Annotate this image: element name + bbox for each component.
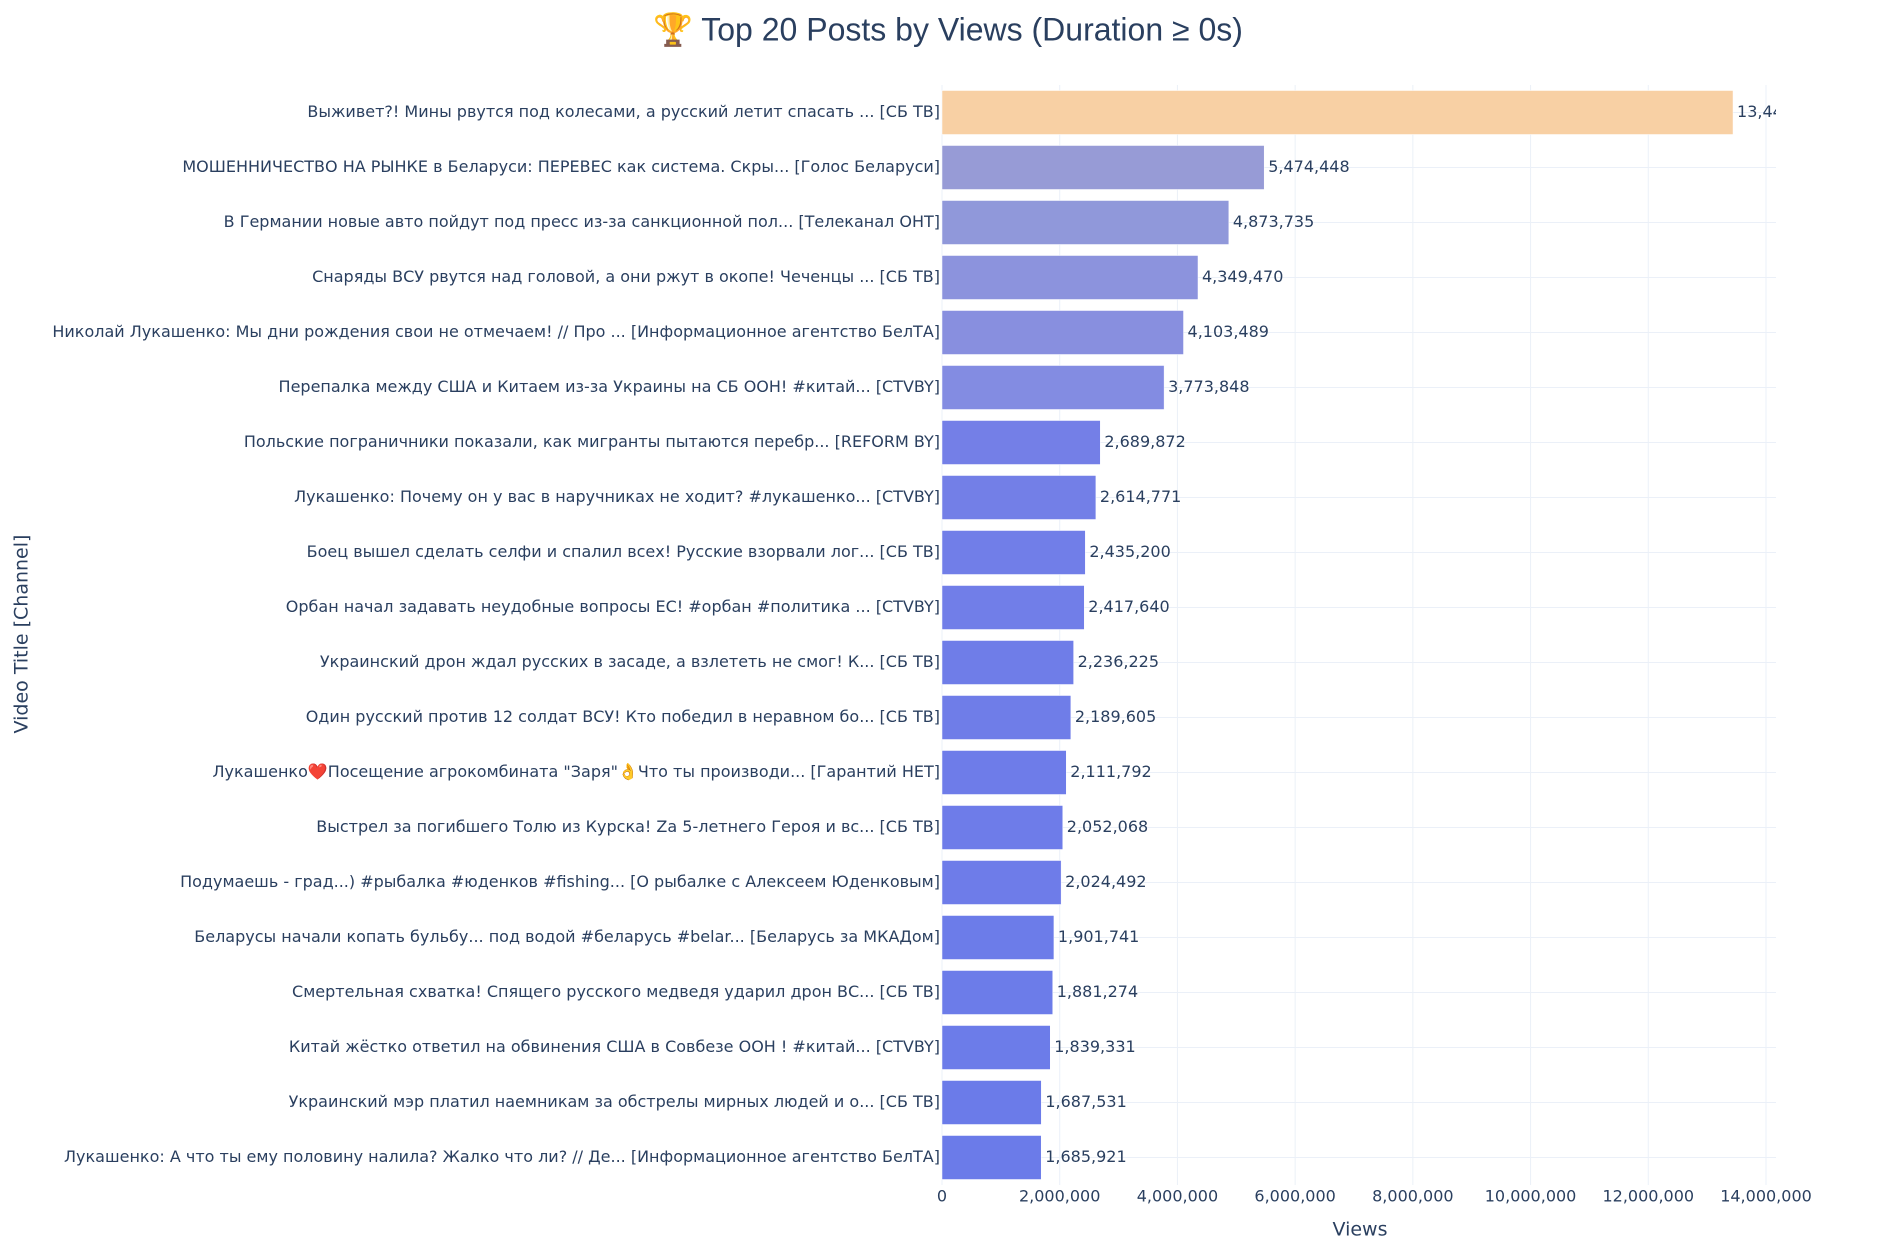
y-tick-label: Выживет?! Мины рвутся под колесами, а ру… [307,102,940,121]
y-axis-title: Video Title [Channel] [11,535,33,734]
y-tick-label: Лукашенко: Почему он у вас в наручниках … [294,487,940,506]
bar [941,805,1064,850]
bar [941,1135,1042,1180]
bar [941,585,1085,630]
value-labels: 13,440,000 5,474,448 4,873,735 4,349,470 4,1… [1045,102,1829,1166]
value-label: 4,349,470 [1202,267,1283,286]
y-tick-label: Лукашенко: А что ты ему половину налила?… [64,1147,940,1166]
x-tick-label: 0 [937,1187,947,1206]
bar [941,1080,1042,1125]
value-label: 2,435,200 [1089,542,1170,561]
value-label: 1,881,274 [1057,982,1138,1001]
bar [941,695,1072,740]
bar [941,530,1086,575]
x-tick-label: 12,000,000 [1602,1187,1694,1206]
bar [941,255,1199,300]
bar [941,475,1097,520]
value-label: 2,417,640 [1088,597,1169,616]
bar [941,750,1067,795]
y-tick-label: Боец вышел сделать селфи и спалил всех! … [307,542,940,561]
y-tick-label: Смертельная схватка! Спящего русского ме… [292,982,940,1001]
bar [941,1025,1051,1070]
y-tick-label: Орбан начал задавать неудобные вопросы Е… [286,597,940,616]
value-label: 2,614,771 [1100,487,1181,506]
value-label: 2,189,605 [1075,707,1156,726]
x-tick-label: 8,000,000 [1372,1187,1453,1206]
value-label: 2,052,068 [1067,817,1148,836]
y-tick-label: Подумаешь - град...) #рыбалка #юденков #… [180,872,940,891]
bar [941,970,1053,1015]
x-tick-label: 2,000,000 [1019,1187,1100,1206]
y-tick-label: Лукашенко❤️Посещение агрокомбината "Заря… [213,762,940,781]
y-tick-label: В Германии новые авто пойдут под пресс и… [224,212,940,231]
y-tick-label: Снаряды ВСУ рвутся над головой, а они рж… [312,267,940,286]
bar [941,200,1230,245]
y-tick-label: Беларусы начали копать бульбу... под вод… [194,927,940,946]
x-tick-label: 4,000,000 [1137,1187,1218,1206]
value-label: 2,024,492 [1065,872,1146,891]
grid [941,85,1776,1185]
y-tick-label: Польские пограничники показали, как мигр… [244,432,940,451]
y-tick-label: Украинский мэр платил наемникам за обстр… [289,1092,940,1111]
value-label: 5,474,448 [1268,157,1349,176]
bars [941,90,1734,1180]
value-label: 1,839,331 [1054,1037,1135,1056]
y-tick-label: Украинский дрон ждал русских в засаде, а… [320,652,940,671]
x-tick-label: 6,000,000 [1254,1187,1335,1206]
value-label: 1,901,741 [1058,927,1139,946]
bar [941,420,1101,465]
y-tick-label: МОШЕННИЧЕСТВО НА РЫНКЕ в Беларуси: ПЕРЕВ… [182,157,940,176]
y-tick-label: Китай жёстко ответил на обвинения США в … [289,1037,940,1056]
y-tick-label: Выстрел за погибшего Толю из Курска! Zа … [316,817,940,836]
value-label: 4,873,735 [1233,212,1314,231]
value-label: 2,111,792 [1070,762,1151,781]
bar [941,145,1265,190]
value-label: 2,689,872 [1104,432,1185,451]
y-tick-label: Николай Лукашенко: Мы дни рождения свои … [52,322,940,341]
bar [941,915,1055,960]
value-label: 13,440,000 [1737,102,1829,121]
bar [941,860,1062,905]
value-label: 1,687,531 [1045,1092,1126,1111]
chart-title: 🏆 Top 20 Posts by Views (Duration ≥ 0s) [653,11,1243,47]
y-tick-label: Перепалка между США и Китаем из-за Украи… [279,377,940,396]
value-label: 4,103,489 [1188,322,1269,341]
bar [941,640,1074,685]
bar [941,90,1734,135]
x-axis-title: Views [1333,1219,1388,1241]
value-label: 2,236,225 [1078,652,1159,671]
x-tick-label: 10,000,000 [1485,1187,1577,1206]
value-label: 1,685,921 [1045,1147,1126,1166]
value-label: 3,773,848 [1168,377,1249,396]
x-tick-label: 14,000,000 [1720,1187,1812,1206]
bar [941,365,1165,410]
y-tick-label: Один русский против 12 солдат ВСУ! Кто п… [306,707,940,726]
bar [941,310,1184,355]
